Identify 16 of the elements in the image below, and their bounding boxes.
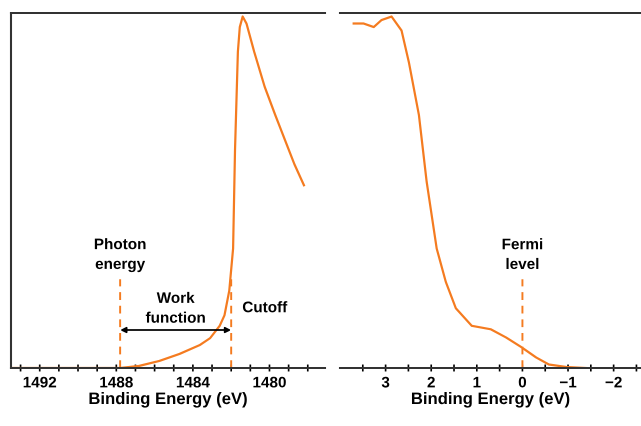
x-tick-label: 1484 (176, 376, 210, 388)
x-tick-label: −2 (606, 376, 622, 388)
x-tick-label: −1 (560, 376, 576, 388)
x-axis-title: Binding Energy (eV) (412, 392, 570, 408)
x-tick-label: 1 (474, 376, 481, 388)
annotation: Cutoff (242, 301, 288, 312)
ref-line-label: Photon energy (94, 238, 146, 272)
x-axis-title: Binding Energy (eV) (89, 392, 247, 408)
x-tick-label: 0 (518, 376, 526, 388)
x-tick-label: 1492 (24, 376, 56, 388)
ref-line-label: Fermi level (502, 238, 542, 270)
x-tick-label: 1480 (253, 376, 286, 388)
x-tick-label: 3 (382, 376, 390, 388)
annotation: Work function (146, 292, 205, 323)
x-tick-label: 1488 (100, 376, 133, 388)
x-tick-label: 2 (427, 376, 435, 388)
